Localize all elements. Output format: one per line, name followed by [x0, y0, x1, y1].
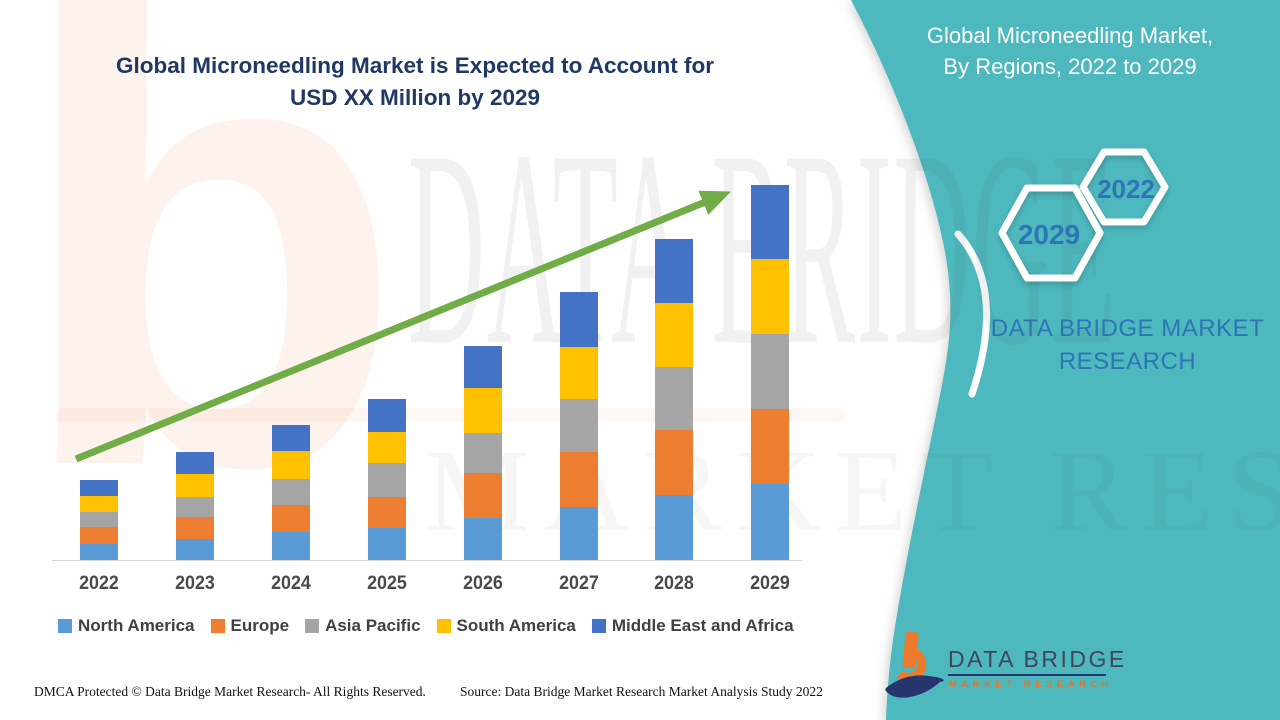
bar-segment-middle-east-and-africa — [463, 346, 502, 388]
bar-segment-south-america — [367, 432, 406, 463]
bar-segment-asia-pacific — [559, 399, 598, 452]
legend-label: Asia Pacific — [325, 616, 421, 635]
bar-segment-middle-east-and-africa — [751, 185, 790, 259]
x-axis-label: 2029 — [750, 573, 791, 594]
bar-segment-middle-east-and-africa — [80, 480, 118, 496]
footer-source-text: Source: Data Bridge Market Research Mark… — [460, 684, 823, 699]
white-crescent-accent — [954, 230, 991, 398]
bar-segment-asia-pacific — [367, 463, 406, 497]
bar-segment-north-america — [367, 528, 406, 560]
legend-item-europe: Europe — [210, 616, 290, 636]
bar-segment-europe — [655, 430, 694, 495]
bar-segment-north-america — [655, 495, 694, 560]
bar-segment-middle-east-and-africa — [175, 452, 214, 474]
x-axis-label: 2024 — [270, 573, 311, 594]
chart-title: Global Microneedling Market is Expected … — [85, 50, 745, 113]
legend-item-north-america: North America — [58, 616, 195, 636]
bar-segment-south-america — [751, 259, 790, 334]
hexagon-2022 — [1079, 148, 1169, 226]
bar-segment-asia-pacific — [80, 512, 118, 527]
bar-segment-asia-pacific — [175, 497, 214, 517]
year-hexagons — [998, 148, 1169, 282]
legend-swatch — [210, 619, 225, 633]
bar-segment-europe — [80, 527, 118, 544]
x-axis-label: 2025 — [366, 573, 407, 594]
bar-segment-north-america — [559, 507, 598, 560]
dbmr-logo: DATA BRIDGE MARKET RESEARCH — [884, 628, 1124, 708]
dbmr-logo-rule — [948, 674, 1106, 676]
dbmr-logo-name: DATA BRIDGE — [948, 646, 1127, 672]
legend-swatch — [436, 619, 451, 633]
teal-band-shape — [851, 0, 1280, 720]
bar-segment-north-america — [463, 518, 502, 560]
chart-title-line1: Global Microneedling Market is Expected … — [115, 53, 714, 78]
bar-segment-north-america — [175, 539, 214, 560]
x-axis-line — [52, 560, 802, 561]
bar-segment-europe — [559, 452, 598, 507]
brand-text: DATA BRIDGE MARKET RESEARCH — [990, 315, 1265, 375]
chart-title-line2: USD XX Million by 2029 — [289, 84, 541, 110]
x-axis-label: 2026 — [462, 573, 503, 594]
legend-label: Europe — [230, 616, 290, 635]
legend-swatch — [305, 619, 320, 633]
bar-segment-europe — [463, 473, 502, 518]
bar-segment-asia-pacific — [463, 433, 502, 473]
legend-swatch — [591, 619, 606, 633]
bar-segment-middle-east-and-africa — [655, 239, 694, 303]
bar-segment-europe — [271, 505, 310, 532]
bar-segment-north-america — [80, 544, 118, 560]
hexagon-year-2022: 2022 — [1097, 174, 1155, 204]
panel-heading: Global Microneedling Market, By Regions,… — [890, 20, 1250, 82]
bar-segment-middle-east-and-africa — [559, 292, 598, 347]
hexagon-year-2029: 2029 — [1017, 219, 1081, 250]
x-axis-label: 2027 — [558, 573, 599, 594]
bar-segment-europe — [175, 517, 214, 539]
bar-segment-asia-pacific — [655, 367, 694, 430]
bar-segment-middle-east-and-africa — [271, 425, 310, 451]
bar-segment-south-america — [655, 303, 694, 367]
bar-segment-europe — [751, 409, 790, 484]
bar-segment-north-america — [751, 484, 790, 560]
bar-segment-south-america — [271, 451, 310, 479]
x-axis-label: 2022 — [79, 573, 119, 594]
x-axis-label: 2028 — [654, 573, 695, 594]
bar-segment-asia-pacific — [271, 479, 310, 505]
footer-dmca-text: DMCA Protected © Data Bridge Market Rese… — [34, 684, 426, 699]
bar-segment-south-america — [559, 347, 598, 399]
legend-item-asia-pacific: Asia Pacific — [305, 616, 421, 636]
dbmr-logo-glyph — [885, 631, 944, 698]
panel-heading-line2: By Regions, 2022 to 2029 — [943, 54, 1197, 79]
legend-swatch — [58, 619, 72, 633]
bar-segment-north-america — [271, 532, 310, 560]
dbmr-logo-subtitle: MARKET RESEARCH — [949, 679, 1114, 690]
hexagon-2029 — [998, 184, 1104, 282]
legend-label: Middle East and Africa — [611, 616, 794, 635]
bar-segment-asia-pacific — [751, 334, 790, 409]
x-axis-label: 2023 — [175, 573, 215, 594]
legend-item-middle-east-and-africa: Middle East and Africa — [591, 616, 794, 636]
bar-segment-middle-east-and-africa — [367, 399, 406, 432]
legend-item-south-america: South America — [436, 616, 576, 636]
bar-segment-south-america — [463, 388, 502, 433]
bar-segment-europe — [367, 497, 406, 528]
legend-label: South America — [456, 616, 576, 635]
legend-label: North America — [78, 616, 195, 635]
bar-segment-south-america — [175, 474, 214, 497]
panel-heading-line1: Global Microneedling Market, — [926, 23, 1214, 48]
legend: North America Europe Asia Pacific South Ame… — [58, 616, 828, 636]
bar-segment-south-america — [80, 496, 118, 512]
